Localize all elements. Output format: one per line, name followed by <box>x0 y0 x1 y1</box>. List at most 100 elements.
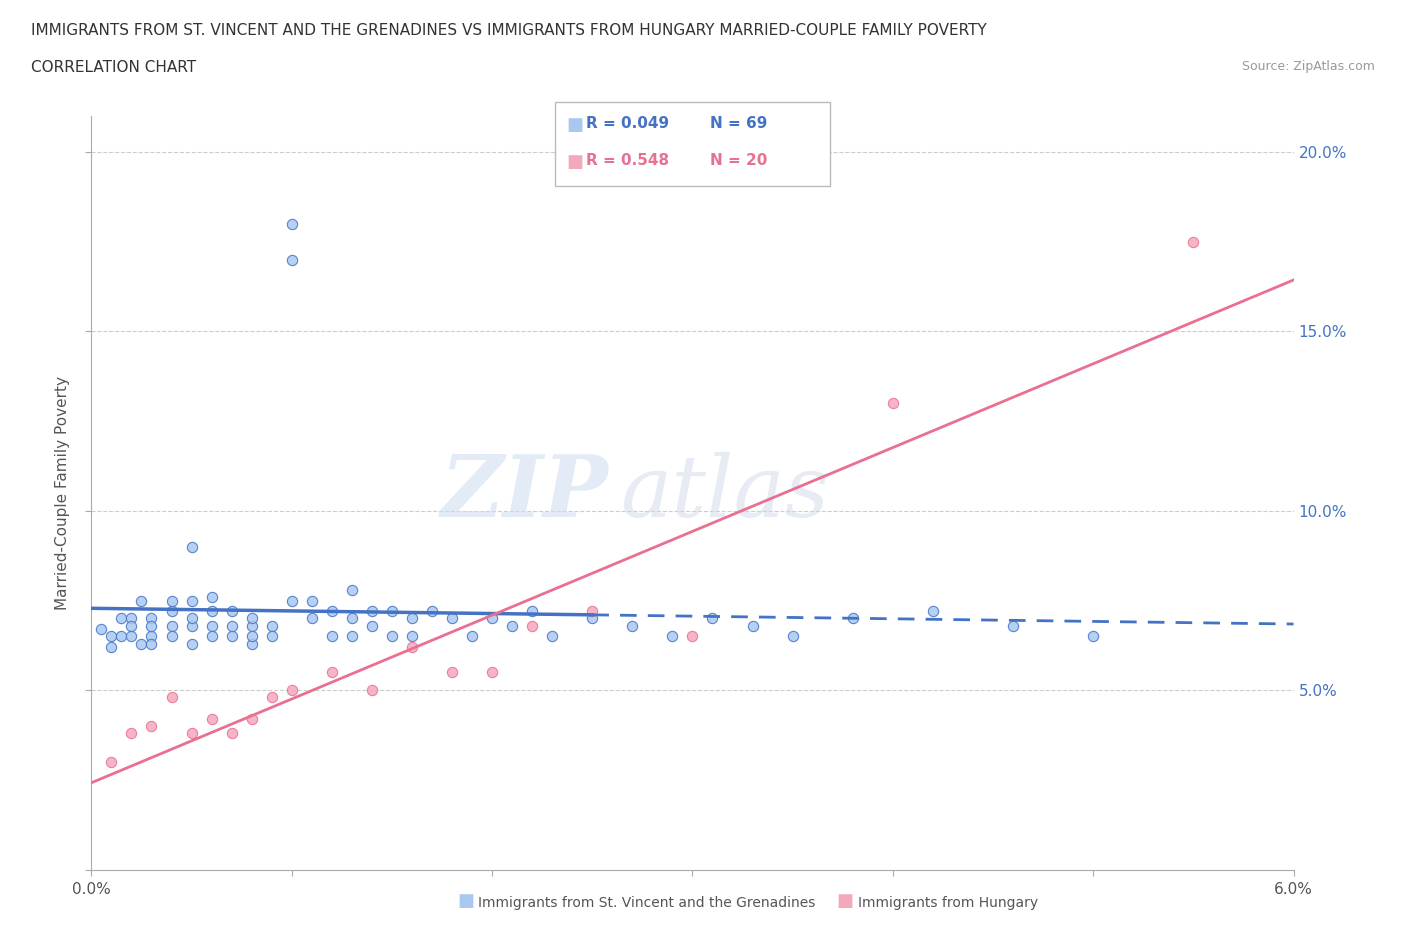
Point <box>501 618 523 633</box>
Point <box>301 593 323 608</box>
Point <box>381 629 404 644</box>
Point <box>481 611 503 626</box>
Text: ■: ■ <box>837 892 853 910</box>
Point <box>160 604 183 618</box>
Text: ZIP: ZIP <box>440 451 609 535</box>
Point <box>360 683 382 698</box>
Point <box>240 618 263 633</box>
Point <box>100 640 122 655</box>
Point <box>702 611 724 626</box>
Point <box>621 618 644 633</box>
Point <box>321 604 343 618</box>
Point <box>141 611 163 626</box>
Point <box>401 611 423 626</box>
Point <box>541 629 564 644</box>
Point <box>340 611 363 626</box>
Point <box>340 629 363 644</box>
Text: IMMIGRANTS FROM ST. VINCENT AND THE GRENADINES VS IMMIGRANTS FROM HUNGARY MARRIE: IMMIGRANTS FROM ST. VINCENT AND THE GREN… <box>31 23 987 38</box>
Point <box>281 683 304 698</box>
Text: R = 0.049: R = 0.049 <box>586 116 669 131</box>
Point <box>281 217 304 232</box>
Point <box>420 604 443 618</box>
Point <box>661 629 683 644</box>
Point <box>741 618 763 633</box>
Point <box>321 629 343 644</box>
Point <box>440 665 463 680</box>
Point <box>240 629 263 644</box>
Point <box>461 629 484 644</box>
Text: CORRELATION CHART: CORRELATION CHART <box>31 60 195 75</box>
Point <box>401 640 423 655</box>
Point <box>340 582 363 597</box>
Point <box>160 618 183 633</box>
Y-axis label: Married-Couple Family Poverty: Married-Couple Family Poverty <box>55 376 70 610</box>
Text: Immigrants from Hungary: Immigrants from Hungary <box>858 896 1038 910</box>
Point <box>520 604 543 618</box>
Point <box>260 629 283 644</box>
Point <box>110 611 132 626</box>
Point <box>782 629 804 644</box>
Point <box>481 665 503 680</box>
Point <box>1083 629 1105 644</box>
Text: ■: ■ <box>567 116 583 134</box>
Point <box>90 622 112 637</box>
Point <box>141 636 163 651</box>
Text: ■: ■ <box>567 153 583 171</box>
Point <box>260 690 283 705</box>
Point <box>841 611 863 626</box>
Text: atlas: atlas <box>620 452 830 534</box>
Point <box>581 604 603 618</box>
Point <box>201 618 224 633</box>
Point <box>882 396 904 411</box>
Point <box>100 629 122 644</box>
Point <box>131 593 153 608</box>
Point <box>180 725 202 740</box>
Point <box>440 611 463 626</box>
Point <box>281 593 304 608</box>
Text: Immigrants from St. Vincent and the Grenadines: Immigrants from St. Vincent and the Gren… <box>478 896 815 910</box>
Point <box>221 618 243 633</box>
Point <box>922 604 945 618</box>
Point <box>121 725 143 740</box>
Point <box>581 611 603 626</box>
Point <box>141 618 163 633</box>
Point <box>141 719 163 734</box>
Point <box>180 611 202 626</box>
Text: N = 20: N = 20 <box>710 153 768 168</box>
Point <box>110 629 132 644</box>
Point <box>180 618 202 633</box>
Point <box>180 539 202 554</box>
Point <box>240 711 263 726</box>
Point <box>360 604 382 618</box>
Text: Source: ZipAtlas.com: Source: ZipAtlas.com <box>1241 60 1375 73</box>
Point <box>160 690 183 705</box>
Point <box>141 629 163 644</box>
Point <box>160 629 183 644</box>
Point <box>520 618 543 633</box>
Point <box>160 593 183 608</box>
Point <box>100 754 122 769</box>
Text: N = 69: N = 69 <box>710 116 768 131</box>
Point <box>681 629 703 644</box>
Point <box>1001 618 1024 633</box>
Point <box>201 711 224 726</box>
Point <box>240 636 263 651</box>
Point <box>281 252 304 267</box>
Point <box>180 593 202 608</box>
Point <box>260 618 283 633</box>
Text: ■: ■ <box>457 892 474 910</box>
Point <box>381 604 404 618</box>
Point <box>131 636 153 651</box>
Point <box>201 590 224 604</box>
Point <box>301 611 323 626</box>
Point <box>121 618 143 633</box>
Point <box>1182 234 1205 249</box>
Point <box>201 629 224 644</box>
Point <box>180 636 202 651</box>
Point <box>221 604 243 618</box>
Point <box>121 629 143 644</box>
Point <box>360 618 382 633</box>
Text: R = 0.548: R = 0.548 <box>586 153 669 168</box>
Point <box>240 611 263 626</box>
Point <box>401 629 423 644</box>
